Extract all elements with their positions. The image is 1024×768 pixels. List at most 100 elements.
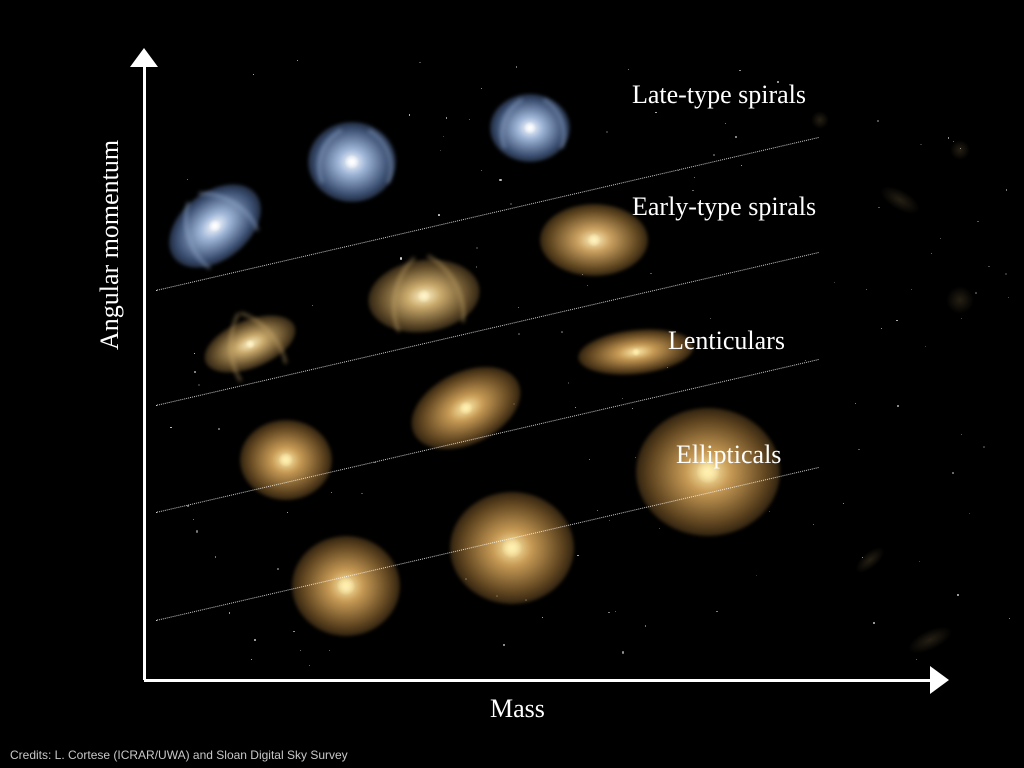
background-star <box>961 318 962 319</box>
background-star <box>196 530 198 532</box>
background-star <box>659 528 660 529</box>
background-star <box>805 360 806 361</box>
background-galaxy <box>904 621 956 659</box>
background-star <box>518 333 520 335</box>
background-star <box>297 60 298 61</box>
background-star <box>608 612 610 614</box>
background-star <box>710 318 711 319</box>
y-axis-label: Angular momentum <box>95 140 125 350</box>
background-star <box>1006 189 1008 191</box>
background-star <box>713 154 715 156</box>
background-galaxy <box>876 180 924 219</box>
background-star <box>518 307 519 308</box>
background-star <box>331 492 332 493</box>
background-star <box>645 625 646 626</box>
background-star <box>897 405 899 407</box>
background-star <box>878 207 879 208</box>
background-galaxy <box>851 542 889 577</box>
background-star <box>969 513 970 514</box>
background-star <box>694 177 695 178</box>
background-star <box>606 131 608 133</box>
background-star <box>813 524 814 525</box>
background-star <box>254 639 256 641</box>
background-star <box>229 612 231 614</box>
background-star <box>589 459 591 461</box>
background-star <box>741 165 742 166</box>
background-star <box>510 203 512 205</box>
y-axis-arrowhead <box>130 48 158 67</box>
background-star <box>925 346 926 347</box>
background-star <box>873 622 875 624</box>
background-star <box>215 556 217 558</box>
background-galaxy <box>811 111 829 129</box>
background-star <box>975 292 977 294</box>
background-star <box>481 170 482 171</box>
background-star <box>948 137 949 138</box>
background-star <box>622 398 623 399</box>
background-star <box>469 119 470 120</box>
background-star <box>287 512 288 513</box>
background-star <box>300 650 302 652</box>
y-axis <box>143 62 146 680</box>
background-star <box>440 150 441 151</box>
background-star <box>834 282 835 283</box>
background-star <box>855 403 857 405</box>
background-star <box>476 247 478 249</box>
background-star <box>277 568 279 570</box>
galaxy-core-lent-3 <box>632 348 640 356</box>
background-star <box>253 74 254 75</box>
background-star <box>193 519 194 520</box>
galaxy-arm-late-2 <box>306 114 403 215</box>
background-star <box>568 382 569 383</box>
background-star <box>443 136 444 137</box>
background-star <box>919 561 920 562</box>
background-star <box>481 88 482 89</box>
background-star <box>725 123 726 124</box>
background-star <box>920 144 922 146</box>
background-star <box>542 617 543 618</box>
x-axis-arrowhead <box>930 666 949 694</box>
background-star <box>312 305 313 306</box>
background-star <box>194 371 196 373</box>
background-star <box>622 651 624 653</box>
background-star <box>650 273 652 275</box>
background-star <box>961 434 962 435</box>
background-star <box>866 289 867 290</box>
background-star <box>587 285 588 286</box>
background-star <box>218 428 220 430</box>
category-label-ellipticals: Ellipticals <box>676 440 781 470</box>
background-star <box>597 510 598 511</box>
background-star <box>940 238 941 239</box>
background-star <box>476 266 477 267</box>
background-star <box>575 407 576 408</box>
background-galaxy <box>950 140 970 160</box>
background-star <box>655 112 657 114</box>
background-star <box>858 449 860 451</box>
background-star <box>957 594 959 596</box>
background-star <box>609 520 610 521</box>
background-star <box>251 659 252 660</box>
background-star <box>692 190 693 191</box>
background-star <box>983 446 985 448</box>
background-star <box>419 62 420 63</box>
background-star <box>635 457 636 458</box>
background-star <box>911 289 912 290</box>
background-star <box>577 555 578 556</box>
background-star <box>329 650 330 651</box>
background-star <box>516 66 517 67</box>
galaxy-arm-late-3 <box>490 85 575 176</box>
x-axis <box>144 679 930 682</box>
background-star <box>877 120 879 122</box>
background-star <box>170 427 172 429</box>
background-star <box>1005 273 1007 275</box>
background-star <box>952 472 954 474</box>
figure-stage: Mass Angular momentum Late-type spirals Ear… <box>0 0 1024 768</box>
category-label-late-type-spirals: Late-type spirals <box>632 80 806 110</box>
x-axis-label: Mass <box>490 694 545 724</box>
background-star <box>843 503 844 504</box>
background-star <box>632 408 633 409</box>
background-star <box>409 114 410 115</box>
category-label-early-type-spirals: Early-type spirals <box>632 192 816 222</box>
background-star <box>756 575 757 576</box>
galaxy-core-early-3 <box>588 234 601 247</box>
